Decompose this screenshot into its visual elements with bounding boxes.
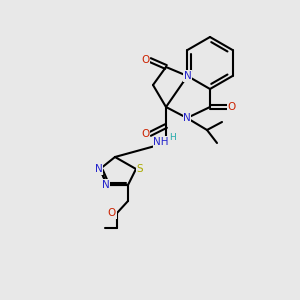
Text: O: O: [108, 208, 116, 218]
Text: N: N: [183, 113, 191, 123]
Text: O: O: [141, 129, 149, 139]
Text: H: H: [169, 134, 176, 142]
Text: S: S: [137, 164, 143, 174]
Text: N: N: [102, 180, 110, 190]
Text: N: N: [184, 71, 191, 81]
Text: N: N: [95, 164, 103, 174]
Text: O: O: [228, 102, 236, 112]
Text: NH: NH: [153, 137, 169, 147]
Text: O: O: [141, 55, 149, 65]
